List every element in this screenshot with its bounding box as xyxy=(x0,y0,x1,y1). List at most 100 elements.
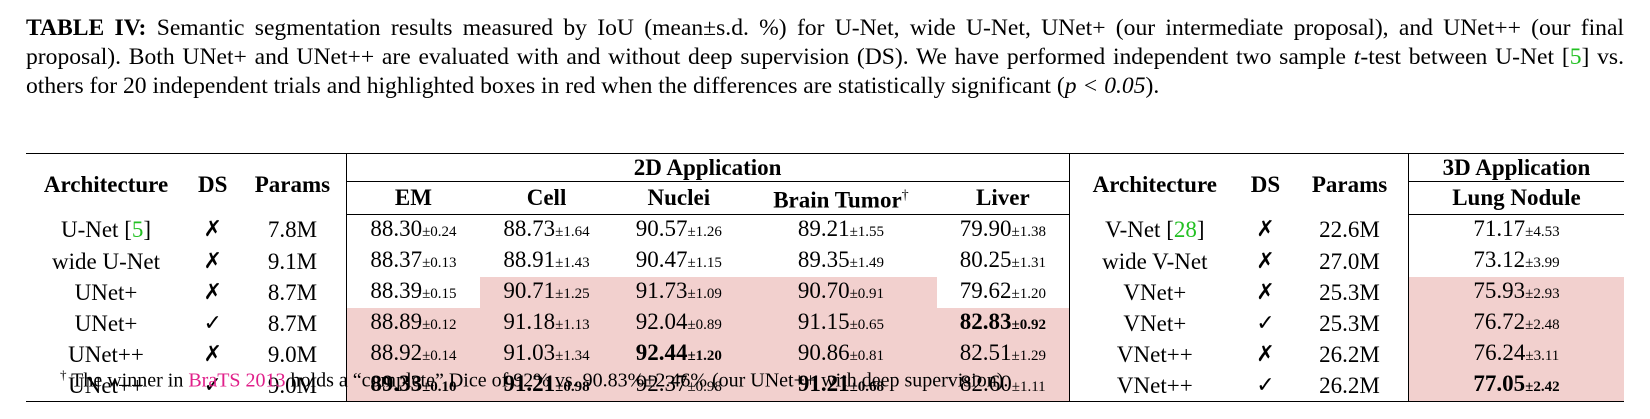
arch-citation[interactable]: 5 xyxy=(131,217,144,243)
iou-mean: 90.70 xyxy=(797,277,850,303)
arch3d-cell: VNet+ xyxy=(1068,307,1240,339)
brats-link[interactable]: BraTS 2013 xyxy=(188,369,286,392)
iou-sd: ±0.65 xyxy=(849,316,885,333)
iou-mean: 90.47 xyxy=(635,246,688,272)
iou-mean: 88.37 xyxy=(370,246,423,272)
footnote-text: holds a “complete” Dice of 92% vs. 90.83… xyxy=(285,369,1009,392)
iou-sd: ±1.64 xyxy=(555,223,590,240)
iou-brain-tumor: 91.15±0.65 xyxy=(744,307,937,339)
iou-cell: 91.03±1.34 xyxy=(480,338,613,370)
ds-mark: ✓ xyxy=(186,369,240,402)
iou-liver: 82.60±1.11 xyxy=(936,369,1070,402)
iou-mean: 91.73 xyxy=(635,277,688,303)
iou-liver: 82.51±1.29 xyxy=(936,338,1070,370)
iou-em: 88.30±0.24 xyxy=(345,214,481,246)
header-nuclei: Nuclei xyxy=(612,181,745,215)
iou-sd: ±1.20 xyxy=(1011,285,1046,302)
iou-sd: ±2.48 xyxy=(1525,316,1560,333)
iou-mean: 91.15 xyxy=(797,308,850,334)
iou-mean: 82.60 xyxy=(959,370,1012,396)
arch3d-cell: VNet++ xyxy=(1068,369,1240,402)
iou-lung-nodule: 73.12±3.99 xyxy=(1407,245,1624,277)
iou-mean: 88.30 xyxy=(370,215,423,241)
arch3d-citation[interactable]: 28 xyxy=(1173,217,1197,243)
iou-sd: ±0.98 xyxy=(555,378,590,395)
arch3d-name: VNet++ xyxy=(1116,341,1193,367)
arch-name: UNet++ xyxy=(68,341,144,367)
iou-mean: 80.25 xyxy=(959,246,1012,272)
iou-nuclei: 90.47±1.15 xyxy=(613,246,745,277)
arch-cell: UNet++ xyxy=(26,369,186,402)
table-row: UNet++ ✗ 9.0M 88.92±0.14 91.03±1.34 92.44±1.2… xyxy=(26,338,1624,370)
table-row: U-Net [5] ✗ 7.8M 88.30±0.24 88.73±1.64 90.57±… xyxy=(26,214,1624,246)
iou-sd: ±1.11 xyxy=(1011,378,1046,395)
ds-mark: ✓ xyxy=(203,310,222,336)
params-cell: 7.8M xyxy=(267,217,318,243)
header-em: EM xyxy=(345,181,481,215)
header-architecture: Architecture xyxy=(26,153,186,215)
footnote-mark: † xyxy=(60,367,67,382)
arch3d-bracket: ] xyxy=(1196,217,1205,243)
iou-sd: ±1.38 xyxy=(1011,223,1046,240)
arch-name: UNet+ xyxy=(74,279,138,305)
iou-cell: 91.18±1.13 xyxy=(480,307,613,339)
arch-cell: UNet+ xyxy=(26,277,186,308)
header-liver: Liver xyxy=(936,181,1070,215)
iou-sd: ±0.89 xyxy=(687,316,722,333)
iou-mean: 88.39 xyxy=(370,277,423,303)
table-row: wide U-Net ✗ 9.1M 88.37±0.13 88.91±1.43 90.47… xyxy=(26,245,1624,277)
iou-sd: ±3.99 xyxy=(1525,254,1560,271)
results-body: U-Net [5] ✗ 7.8M 88.30±0.24 88.73±1.64 90.57±… xyxy=(26,214,1624,402)
iou-lung-nodule: 77.05±2.42 xyxy=(1407,369,1624,402)
iou-liver: 79.90±1.38 xyxy=(937,214,1069,246)
arch3d-name: VNet+ xyxy=(1123,310,1187,336)
dagger-mark: † xyxy=(901,188,909,203)
ds3d-mark: ✗ xyxy=(1256,279,1275,305)
params3d-cell: 26.2M xyxy=(1319,341,1380,367)
iou-sd: ±0.92 xyxy=(1011,316,1046,333)
iou-sd: ±2.42 xyxy=(1525,378,1560,395)
ds3d-mark: ✓ xyxy=(1256,310,1275,336)
iou-brain-tumor: 89.21±1.55 xyxy=(745,214,937,246)
params-cell: 9.0M xyxy=(267,341,318,367)
iou-mean: 82.51 xyxy=(959,339,1012,365)
iou-sd: ±1.15 xyxy=(687,254,722,271)
footnote-text: The winner in xyxy=(66,369,189,392)
iou-mean: 90.71 xyxy=(503,277,556,303)
header-cell: Cell xyxy=(480,181,613,215)
iou-em: 88.37±0.13 xyxy=(345,245,481,277)
iou-sd: ±1.49 xyxy=(849,254,885,271)
arch-name: wide U-Net xyxy=(52,248,160,274)
arch3d-cell: wide V-Net xyxy=(1068,245,1240,277)
iou-brain-tumor: 90.86±0.81 xyxy=(744,338,937,370)
iou-sd: ±2.93 xyxy=(1525,285,1560,302)
params-cell: 8.7M xyxy=(267,279,318,305)
header-brain-tumor: Brain Tumor† xyxy=(744,181,937,215)
iou-mean: 91.18 xyxy=(503,308,556,334)
iou-mean: 90.57 xyxy=(635,215,688,241)
header-brain-tumor-label: Brain Tumor xyxy=(773,187,902,213)
arch3d-name: VNet++ xyxy=(1116,372,1193,398)
results-table: Architecture DS Params 2D Application Ar… xyxy=(26,153,1624,402)
params-cell: 8.7M xyxy=(267,310,318,336)
iou-sd: ±1.13 xyxy=(555,316,590,333)
iou-nuclei: 91.73±1.09 xyxy=(612,276,745,308)
caption-text: ). xyxy=(1145,73,1160,99)
iou-sd: ±1.34 xyxy=(555,347,590,364)
iou-sd: ±0.14 xyxy=(422,347,457,364)
ds-mark: ✗ xyxy=(203,248,222,274)
iou-sd: ±0.91 xyxy=(849,285,885,302)
header-params: Params xyxy=(239,153,346,215)
caption-p-value: p < 0.05 xyxy=(1064,73,1146,99)
iou-em: 89.33±0.10 xyxy=(345,369,481,402)
params3d-cell: 27.0M xyxy=(1319,248,1380,274)
params3d-cell: 25.3M xyxy=(1319,279,1380,305)
iou-mean: 82.83 xyxy=(959,308,1012,334)
iou-sd: ±1.25 xyxy=(555,285,590,302)
header-3d-application: 3D Application xyxy=(1407,153,1624,182)
citation-link[interactable]: 5 xyxy=(1569,44,1582,70)
arch-name: U-Net [ xyxy=(60,217,132,243)
arch-cell: U-Net [5] xyxy=(26,214,186,246)
iou-lung-nodule: 71.17±4.53 xyxy=(1407,214,1624,246)
iou-mean: 76.24 xyxy=(1473,339,1526,365)
